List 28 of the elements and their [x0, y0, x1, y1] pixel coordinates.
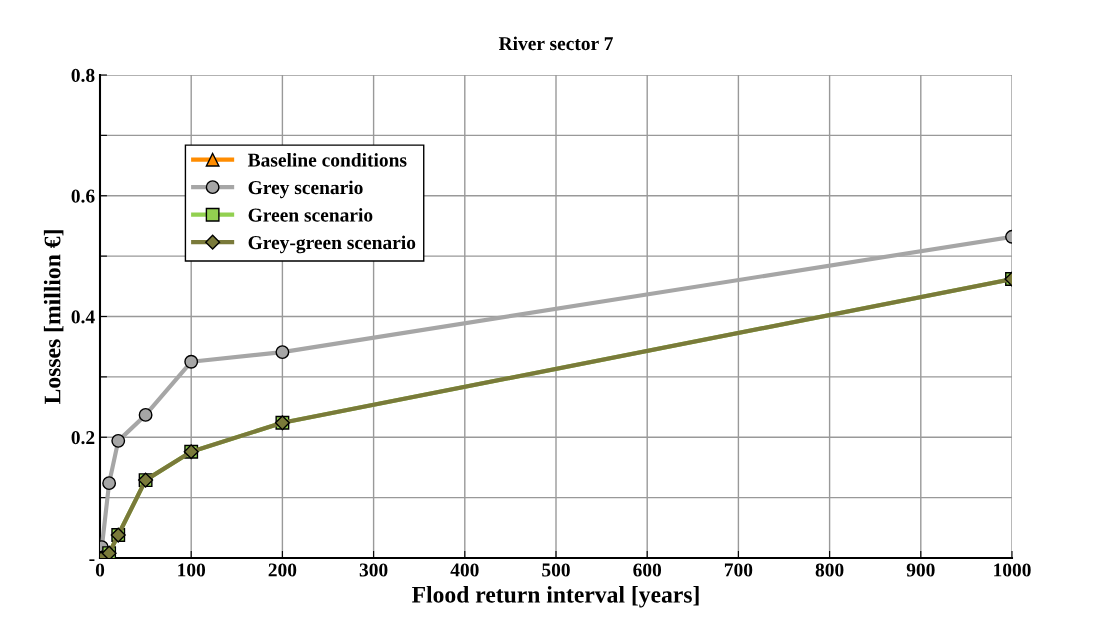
point [111, 433, 126, 448]
point [275, 345, 290, 360]
x-tick-label: 500 [542, 563, 570, 577]
x-tick-label: 600 [633, 563, 662, 577]
x-tick-label: 400 [450, 563, 479, 577]
y-tick-label: 0.8 [71, 68, 95, 83]
x-tick-label: 700 [724, 563, 753, 577]
y-tick-label: 0.4 [71, 310, 95, 324]
x-tick-label: 300 [359, 563, 388, 577]
x-tick-label: 1000 [994, 563, 1031, 577]
y-tick-label: 0.2 [71, 431, 95, 445]
x-tick-label: 0 [95, 563, 105, 577]
x-tick-label: 900 [906, 563, 935, 577]
point [184, 354, 199, 369]
point [102, 476, 117, 491]
legend-label: Grey-green scenario [248, 235, 416, 254]
x-axis-title: Flood return interval [years] [412, 586, 699, 608]
legend-label: Grey scenario [248, 180, 363, 199]
y-axis-title: Losses [million €] [43, 230, 64, 404]
x-tick-label: 200 [268, 563, 297, 577]
x-tick-label: 800 [815, 563, 844, 577]
y-tick-label: - [89, 559, 95, 561]
legend-label: Green scenario [248, 208, 373, 222]
point [138, 407, 153, 422]
y-tick-label: 0.6 [71, 189, 95, 203]
chart-title: River sector 7 [498, 36, 613, 51]
legend-label: Baseline conditions [247, 152, 407, 167]
x-tick-label: 100 [178, 563, 206, 577]
